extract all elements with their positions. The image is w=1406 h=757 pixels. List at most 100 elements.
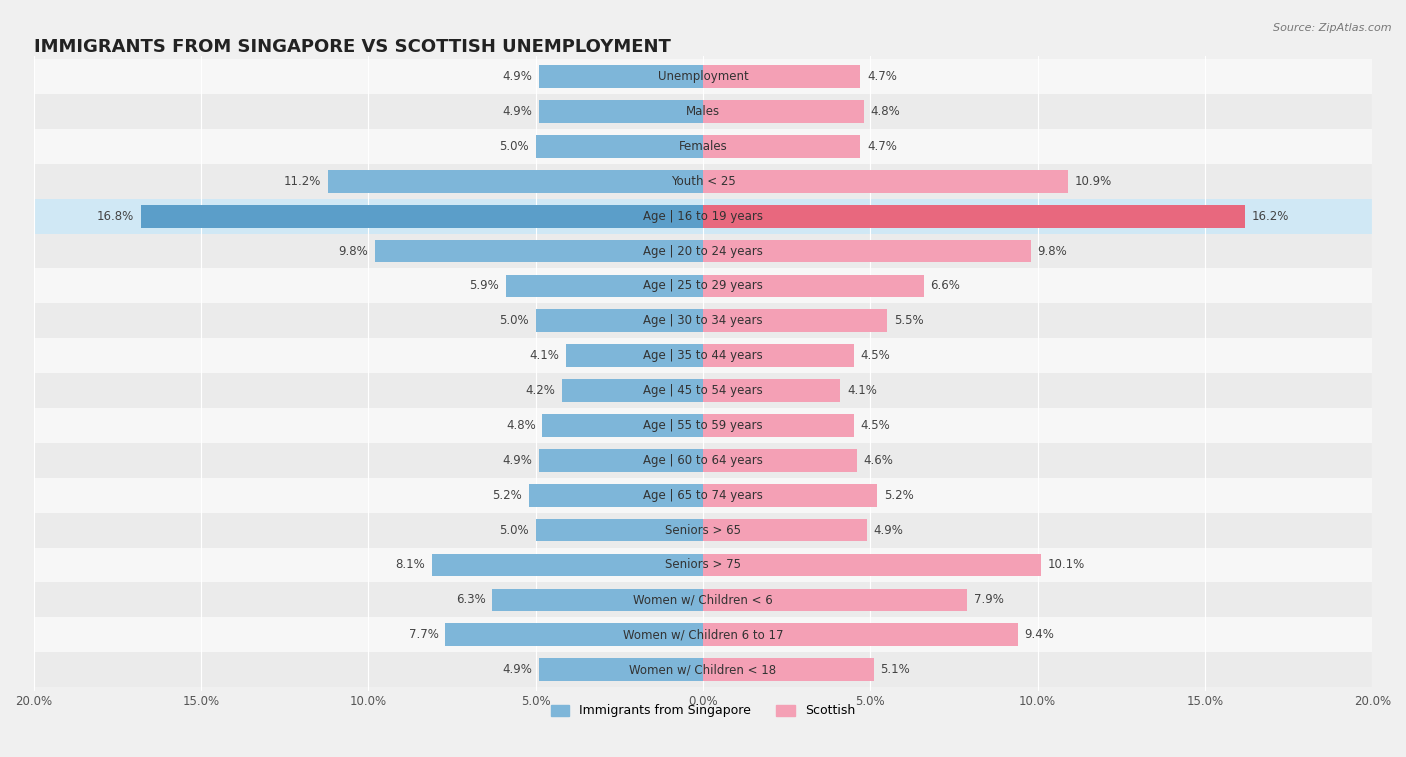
Legend: Immigrants from Singapore, Scottish: Immigrants from Singapore, Scottish xyxy=(546,699,860,722)
Bar xyxy=(703,240,1031,263)
Bar xyxy=(34,512,1372,547)
Bar xyxy=(446,624,703,646)
Bar xyxy=(34,304,1372,338)
Bar xyxy=(34,338,1372,373)
Text: 4.1%: 4.1% xyxy=(846,384,877,397)
Bar xyxy=(703,519,868,541)
Bar xyxy=(34,199,1372,234)
Text: Source: ZipAtlas.com: Source: ZipAtlas.com xyxy=(1274,23,1392,33)
Bar xyxy=(703,205,1246,228)
Bar xyxy=(34,94,1372,129)
Text: 5.1%: 5.1% xyxy=(880,663,910,676)
Bar xyxy=(703,344,853,367)
Bar xyxy=(34,199,1372,234)
Text: 5.0%: 5.0% xyxy=(499,314,529,327)
Text: Age | 55 to 59 years: Age | 55 to 59 years xyxy=(643,419,763,432)
Bar xyxy=(34,478,1372,512)
Text: 16.8%: 16.8% xyxy=(97,210,134,223)
Bar xyxy=(529,484,703,506)
Bar xyxy=(34,547,1372,582)
Bar xyxy=(34,582,1372,617)
Bar xyxy=(703,379,841,402)
Text: 7.7%: 7.7% xyxy=(409,628,439,641)
Text: 9.4%: 9.4% xyxy=(1025,628,1054,641)
Text: 7.9%: 7.9% xyxy=(974,593,1004,606)
Bar xyxy=(703,659,873,681)
Bar xyxy=(703,65,860,88)
Bar xyxy=(34,653,1372,687)
Bar xyxy=(703,484,877,506)
Text: Seniors > 65: Seniors > 65 xyxy=(665,524,741,537)
Bar xyxy=(34,408,1372,443)
Bar xyxy=(703,275,924,298)
Bar xyxy=(565,344,703,367)
Bar xyxy=(538,449,703,472)
Bar xyxy=(536,135,703,157)
Bar xyxy=(536,310,703,332)
Text: 5.0%: 5.0% xyxy=(499,524,529,537)
Text: 4.8%: 4.8% xyxy=(870,105,900,118)
Text: 4.7%: 4.7% xyxy=(868,70,897,83)
Bar xyxy=(328,170,703,192)
Bar xyxy=(703,588,967,611)
Text: 4.9%: 4.9% xyxy=(502,70,533,83)
Text: Age | 65 to 74 years: Age | 65 to 74 years xyxy=(643,489,763,502)
Text: 5.2%: 5.2% xyxy=(884,489,914,502)
Bar xyxy=(562,379,703,402)
Text: Age | 20 to 24 years: Age | 20 to 24 years xyxy=(643,245,763,257)
Bar xyxy=(703,624,1018,646)
Text: Age | 16 to 19 years: Age | 16 to 19 years xyxy=(643,210,763,223)
Bar xyxy=(34,234,1372,269)
Text: 5.0%: 5.0% xyxy=(499,140,529,153)
Text: 16.2%: 16.2% xyxy=(1251,210,1289,223)
Text: Age | 45 to 54 years: Age | 45 to 54 years xyxy=(643,384,763,397)
Bar xyxy=(34,443,1372,478)
Text: Age | 60 to 64 years: Age | 60 to 64 years xyxy=(643,454,763,467)
Bar xyxy=(492,588,703,611)
Text: Women w/ Children < 6: Women w/ Children < 6 xyxy=(633,593,773,606)
Text: Women w/ Children < 18: Women w/ Children < 18 xyxy=(630,663,776,676)
Text: 4.9%: 4.9% xyxy=(502,454,533,467)
Bar xyxy=(703,170,1067,192)
Bar xyxy=(375,240,703,263)
Text: 4.7%: 4.7% xyxy=(868,140,897,153)
Bar xyxy=(432,553,703,576)
Bar xyxy=(34,269,1372,304)
Text: Youth < 25: Youth < 25 xyxy=(671,175,735,188)
Bar xyxy=(538,659,703,681)
Bar xyxy=(538,65,703,88)
Text: 4.5%: 4.5% xyxy=(860,419,890,432)
Text: Unemployment: Unemployment xyxy=(658,70,748,83)
Bar xyxy=(34,164,1372,199)
Text: Seniors > 75: Seniors > 75 xyxy=(665,559,741,572)
Bar xyxy=(703,414,853,437)
Bar xyxy=(703,310,887,332)
Text: 6.3%: 6.3% xyxy=(456,593,485,606)
Text: 4.9%: 4.9% xyxy=(502,105,533,118)
Text: 4.9%: 4.9% xyxy=(873,524,904,537)
Bar xyxy=(703,135,860,157)
Text: 10.9%: 10.9% xyxy=(1074,175,1112,188)
Bar xyxy=(506,275,703,298)
Bar xyxy=(34,617,1372,653)
Bar xyxy=(543,414,703,437)
Bar xyxy=(703,100,863,123)
Text: 4.5%: 4.5% xyxy=(860,349,890,362)
Text: Age | 35 to 44 years: Age | 35 to 44 years xyxy=(643,349,763,362)
Bar xyxy=(703,553,1040,576)
Bar xyxy=(34,373,1372,408)
Text: 8.1%: 8.1% xyxy=(395,559,425,572)
Text: 6.6%: 6.6% xyxy=(931,279,960,292)
Text: 9.8%: 9.8% xyxy=(1038,245,1067,257)
Text: 5.5%: 5.5% xyxy=(894,314,924,327)
Text: Age | 25 to 29 years: Age | 25 to 29 years xyxy=(643,279,763,292)
Bar xyxy=(536,519,703,541)
Text: 11.2%: 11.2% xyxy=(284,175,322,188)
Bar xyxy=(703,449,858,472)
Text: Females: Females xyxy=(679,140,727,153)
Bar xyxy=(538,100,703,123)
Text: IMMIGRANTS FROM SINGAPORE VS SCOTTISH UNEMPLOYMENT: IMMIGRANTS FROM SINGAPORE VS SCOTTISH UN… xyxy=(34,38,671,56)
Bar xyxy=(141,205,703,228)
Bar xyxy=(34,129,1372,164)
Text: 4.1%: 4.1% xyxy=(529,349,560,362)
